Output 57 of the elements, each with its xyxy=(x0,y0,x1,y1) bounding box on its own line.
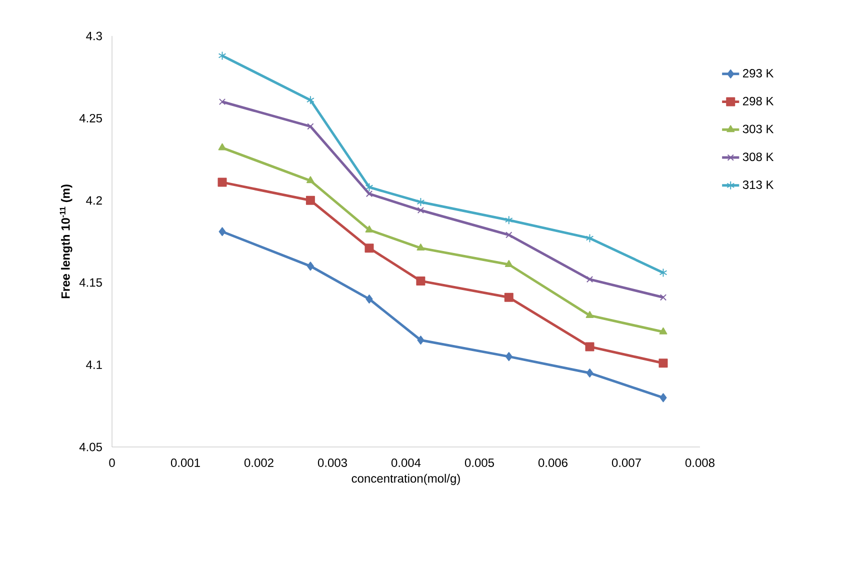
point xyxy=(366,294,373,304)
point xyxy=(417,206,424,214)
point xyxy=(660,294,667,301)
point xyxy=(585,342,594,352)
legend-label: 298 K xyxy=(742,96,774,106)
point xyxy=(218,143,226,150)
point xyxy=(660,393,667,402)
point xyxy=(218,98,226,106)
point xyxy=(417,336,424,345)
point xyxy=(218,227,226,236)
point xyxy=(416,244,425,251)
x-tick-label: 0.008 xyxy=(685,458,714,468)
y-tick-label: 4.2 xyxy=(86,196,102,205)
y-tick-label: 4.25 xyxy=(79,114,102,122)
y-tick-label: 4.05 xyxy=(79,442,102,452)
point xyxy=(505,352,512,362)
x-tick-label: 0.004 xyxy=(391,458,421,468)
x-tick-label: 0 xyxy=(109,458,115,468)
point xyxy=(416,198,425,207)
legend-label: 303 K xyxy=(742,124,774,134)
point xyxy=(504,216,513,225)
point xyxy=(218,51,226,60)
x-tick-label: 0.005 xyxy=(464,458,494,468)
y-tick-label: 4.15 xyxy=(79,278,102,287)
y-axis-title: Free length 10$^{-11}$ (m) xyxy=(60,184,72,298)
point xyxy=(586,368,594,378)
legend-label: 293 K xyxy=(742,68,774,78)
x-tick-label: 0.003 xyxy=(318,458,347,468)
x-tick-label: 0.002 xyxy=(244,458,274,468)
x-axis-title: concentration(mol/g) xyxy=(352,474,460,486)
x-tick-label: 0.001 xyxy=(170,458,200,468)
point xyxy=(365,225,374,232)
point xyxy=(416,276,426,286)
point xyxy=(506,232,512,238)
point xyxy=(364,244,374,253)
point xyxy=(306,96,314,105)
point xyxy=(307,123,314,130)
legend-label: 308 K xyxy=(742,152,774,162)
point xyxy=(659,268,668,278)
point xyxy=(218,178,227,187)
point xyxy=(586,310,594,318)
point xyxy=(586,234,594,243)
point xyxy=(306,176,314,184)
y-tick-label: 4.3 xyxy=(86,32,102,40)
y-tick-label: 4.1 xyxy=(86,360,102,369)
point xyxy=(659,327,668,334)
point xyxy=(366,190,373,198)
point xyxy=(306,196,315,205)
point xyxy=(365,182,374,192)
x-tick-label: 0.006 xyxy=(538,458,568,468)
point xyxy=(504,292,514,302)
point xyxy=(504,260,513,267)
point xyxy=(306,262,314,271)
point xyxy=(658,358,668,368)
point xyxy=(586,276,594,283)
legend-label: 313 K xyxy=(742,180,774,189)
x-tick-label: 0.007 xyxy=(612,458,641,468)
